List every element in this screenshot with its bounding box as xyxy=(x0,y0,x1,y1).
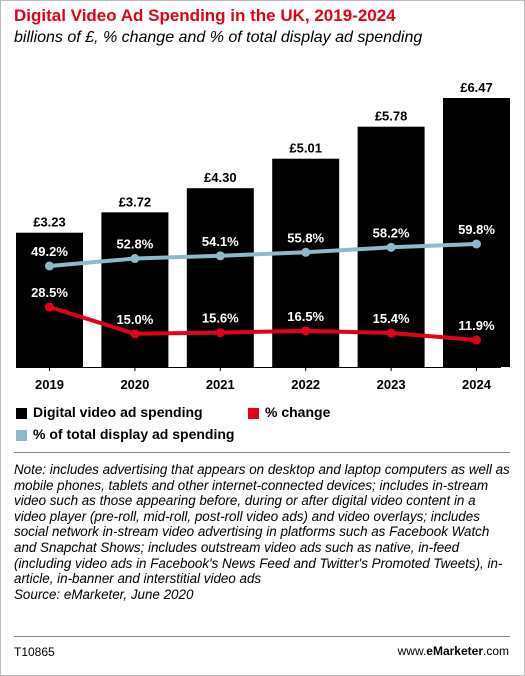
chart-id: T10865 xyxy=(14,645,55,659)
chart-note: Note: includes advertising that appears … xyxy=(14,462,510,602)
x-tick-label-2023: 2023 xyxy=(377,377,406,392)
share-point-2019 xyxy=(45,261,54,271)
share-point-2022 xyxy=(301,247,311,257)
legend-item-spending: Digital video ad spending xyxy=(16,404,203,420)
share-label-2022: 55.8% xyxy=(287,230,324,245)
legend-label-change: % change xyxy=(265,404,331,420)
change-label-2021: 15.6% xyxy=(202,311,239,326)
change-point-2020 xyxy=(130,329,140,339)
change-label-2019: 28.5% xyxy=(31,285,68,300)
chart-title: Digital Video Ad Spending in the UK, 201… xyxy=(14,6,396,25)
change-label-2023: 15.4% xyxy=(373,311,410,326)
legend-label-share: % of total display ad spending xyxy=(33,426,235,442)
share-point-2021 xyxy=(215,251,225,261)
share-label-2023: 58.2% xyxy=(373,225,410,240)
change-point-2024 xyxy=(472,335,481,345)
x-tick-label-2019: 2019 xyxy=(35,377,64,392)
bar-2022 xyxy=(272,158,340,367)
share-point-2024 xyxy=(472,239,481,249)
share-label-2019: 49.2% xyxy=(31,244,68,259)
x-tick-label-2021: 2021 xyxy=(206,377,235,392)
chart-plot: £3.23 £3.72 £4.30 £5.01 £5.78 £6.47 2019 2020 20… xyxy=(16,80,510,392)
site-brand: eMarketer xyxy=(426,644,483,658)
change-line xyxy=(48,305,477,342)
share-label-2024: 59.8% xyxy=(458,222,495,237)
source-text: Source: eMarketer, June 2020 xyxy=(14,586,194,602)
bar-2020 xyxy=(101,212,169,367)
legend-swatch-share xyxy=(16,429,27,441)
share-line xyxy=(49,242,477,268)
change-point-2019 xyxy=(45,302,54,312)
bar-value-label-2020: £3.72 xyxy=(119,194,152,209)
change-point-2022 xyxy=(301,326,311,336)
bar-2019 xyxy=(16,232,83,367)
bar-2021 xyxy=(186,188,254,367)
share-point-2020 xyxy=(130,254,140,264)
bar-value-label-2021: £4.30 xyxy=(204,170,237,185)
site-suffix: .com xyxy=(482,644,509,658)
bar-value-label-2022: £5.01 xyxy=(289,141,322,156)
note-text: Note: includes advertising that appears … xyxy=(14,462,510,587)
chart-subtitle: billions of £, % change and % of total d… xyxy=(14,29,423,46)
x-tick-label-2024: 2024 xyxy=(462,377,492,392)
share-label-2021: 54.1% xyxy=(202,234,239,249)
share-label-2020: 52.8% xyxy=(116,237,153,252)
bar-value-label-2019: £3.23 xyxy=(33,215,66,230)
change-point-2023 xyxy=(386,328,396,338)
x-tick-label-2020: 2020 xyxy=(120,377,149,392)
site-prefix: www. xyxy=(397,644,427,658)
legend-swatch-change xyxy=(248,407,259,419)
change-label-2022: 16.5% xyxy=(287,309,324,324)
legend-item-share: % of total display ad spending xyxy=(16,426,234,442)
divider-bottom xyxy=(14,636,510,637)
legend-swatch-spending xyxy=(16,407,27,419)
divider-top xyxy=(14,452,510,453)
share-point-2023 xyxy=(386,242,396,252)
x-tick-label-2022: 2022 xyxy=(291,377,320,392)
legend-item-change: % change xyxy=(248,404,330,420)
change-label-2024: 11.9% xyxy=(458,318,495,333)
change-label-2020: 15.0% xyxy=(116,312,153,327)
site-credit: www.eMarketer.com xyxy=(398,644,509,658)
legend-label-spending: Digital video ad spending xyxy=(33,404,203,420)
bar-2024 xyxy=(443,98,510,367)
change-point-2021 xyxy=(215,328,225,338)
bar-value-label-2023: £5.78 xyxy=(375,109,408,124)
bar-value-label-2024: £6.47 xyxy=(460,80,493,95)
